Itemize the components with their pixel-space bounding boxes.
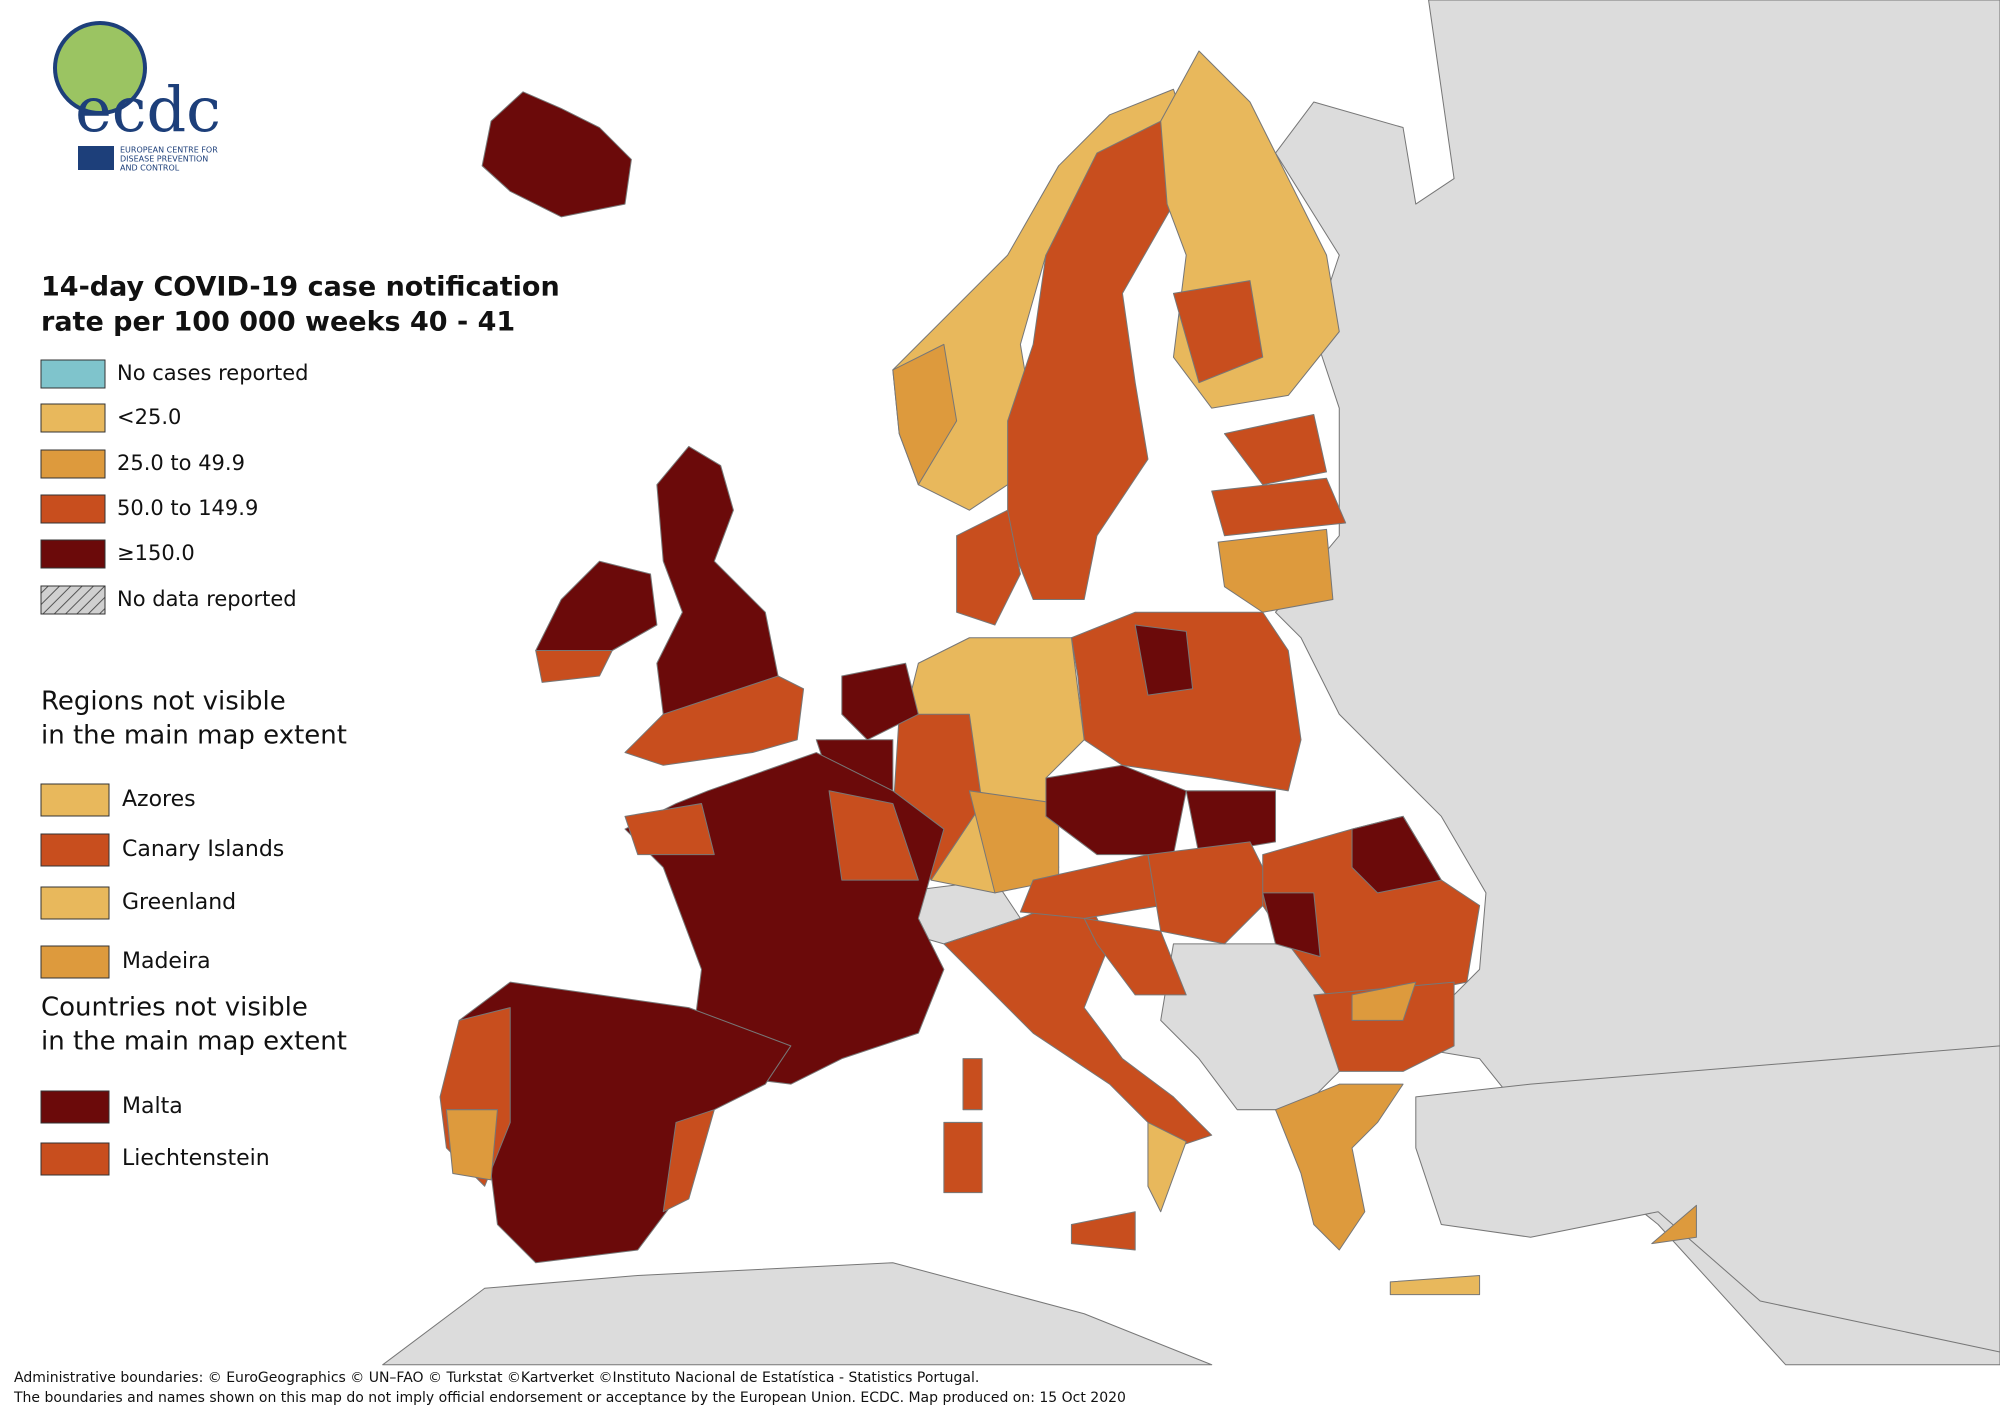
logo: ecdc EUROPEAN CENTRE FOR DISEASE PREVENT… xyxy=(53,21,221,173)
finland-region xyxy=(1172,280,1264,384)
denmark xyxy=(956,509,1021,626)
legend-label: No data reported xyxy=(117,587,297,611)
turkey xyxy=(1415,1045,2000,1353)
legend-label: Canary Islands xyxy=(122,837,284,862)
estonia xyxy=(1223,414,1328,486)
netherlands xyxy=(841,662,919,741)
france-east xyxy=(828,790,919,881)
legend-swatch xyxy=(40,359,106,389)
hungary xyxy=(1147,841,1277,945)
map xyxy=(382,0,2000,1366)
corsica xyxy=(962,1058,983,1111)
poland xyxy=(1070,611,1302,792)
ireland-south xyxy=(535,649,613,683)
cyprus xyxy=(1651,1204,1697,1245)
logo-name: DISEASE PREVENTION xyxy=(120,155,208,164)
legend-label: Greenland xyxy=(122,890,236,915)
austria xyxy=(1019,854,1162,919)
eu-flag xyxy=(78,146,114,170)
footer-note: The boundaries and names shown on this m… xyxy=(13,1390,1126,1406)
legend-swatch xyxy=(40,449,106,479)
legend-swatch xyxy=(40,585,106,615)
romania-north xyxy=(1351,815,1442,894)
logo-name: AND CONTROL xyxy=(120,164,180,173)
poland-region xyxy=(1134,624,1194,696)
greece xyxy=(1274,1083,1404,1251)
section-title: Regions not visible xyxy=(41,687,286,717)
legend-label: Malta xyxy=(122,1094,183,1119)
brittany xyxy=(624,803,715,856)
legend-title: 14-day COVID-19 case notification xyxy=(41,272,560,303)
valencia xyxy=(662,1109,715,1213)
section-title: in the main map extent xyxy=(41,721,347,751)
norway-west xyxy=(892,343,958,486)
non-eu-land xyxy=(1274,0,2000,1366)
bulgaria-region xyxy=(1351,981,1417,1021)
section-title: in the main map extent xyxy=(41,1027,347,1057)
legend-swatch xyxy=(40,539,106,569)
logo-acronym: ecdc xyxy=(75,73,221,146)
legend-swatch xyxy=(40,494,106,524)
legend-label: Madeira xyxy=(122,949,211,974)
legend-label: No cases reported xyxy=(117,361,309,385)
portugal-south xyxy=(445,1109,498,1181)
legend-swatch xyxy=(40,833,110,867)
legend-swatch xyxy=(40,403,106,433)
legend-swatch xyxy=(40,1142,110,1176)
legend-label: 25.0 to 49.9 xyxy=(117,451,245,475)
crete xyxy=(1389,1274,1481,1296)
legend-label: ≥150.0 xyxy=(117,541,195,565)
logo-globe xyxy=(53,21,147,115)
italy-south xyxy=(1147,1121,1187,1213)
legend-swatch xyxy=(40,1090,110,1124)
footer-note: Administrative boundaries: © EuroGeograp… xyxy=(14,1370,979,1386)
legend-swatch xyxy=(40,783,110,817)
legend-label: 50.0 to 149.9 xyxy=(117,496,258,520)
legend-label: Azores xyxy=(122,787,196,812)
sardinia xyxy=(943,1121,983,1194)
legend-swatch xyxy=(40,945,110,979)
iceland xyxy=(481,91,632,218)
bulgaria xyxy=(1313,981,1455,1072)
legend-swatch xyxy=(40,886,110,920)
legend-title: rate per 100 000 weeks 40 - 41 xyxy=(41,307,515,338)
africa xyxy=(382,1262,1213,1366)
sicily xyxy=(1070,1211,1136,1251)
croatia xyxy=(1083,917,1187,996)
england-south xyxy=(624,675,805,766)
slovakia xyxy=(1185,790,1277,856)
latvia xyxy=(1211,477,1347,537)
logo-name: EUROPEAN CENTRE FOR xyxy=(120,146,218,155)
legend-label: Liechtenstein xyxy=(122,1146,270,1171)
romania-west xyxy=(1262,892,1321,958)
section-title: Countries not visible xyxy=(41,993,308,1023)
lithuania xyxy=(1217,528,1334,613)
legend-label: <25.0 xyxy=(117,405,181,429)
